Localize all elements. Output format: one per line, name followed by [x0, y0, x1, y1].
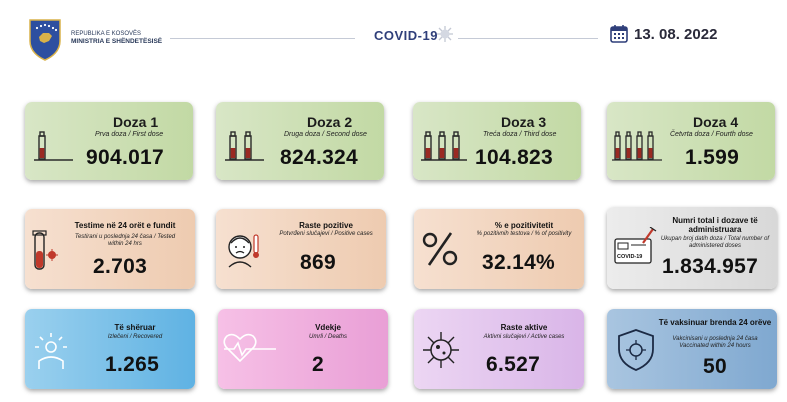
org-line-2: MINISTRIA E SHËNDETËSISË [71, 38, 163, 45]
recovered-person-icon [35, 333, 67, 369]
shield-virus-icon [618, 329, 654, 371]
tests-subtitle: Testirani u poslednja 24 časa / Tested w… [74, 234, 176, 247]
vaccinated-24h-title: Të vaksinuar brenda 24 orëve [658, 318, 772, 327]
deaths-value: 2 [312, 353, 324, 376]
vaccine-vial-icon [225, 131, 264, 161]
deaths-subtitle: Umrli / Deaths [308, 334, 347, 340]
positivity-card: % e pozitivitetit % pozitivnih testova /… [414, 209, 584, 289]
organization-name: REPUBLIKA E KOSOVËS MINISTRIA E SHËNDETË… [71, 30, 162, 46]
dose-1-card: Doza 1 Prva doza / First dose 904.017 [25, 102, 193, 180]
recovered-card: Të shëruar Izlečeni / Recovered 1.265 [25, 309, 195, 389]
virus-icon [437, 26, 453, 42]
vaccinated-24h-value: 50 [703, 355, 727, 378]
tests-card: Testime në 24 orët e fundit Testirani u … [25, 209, 195, 289]
dose-4-value: 1.599 [685, 146, 740, 169]
dose-2-value: 824.324 [280, 146, 359, 169]
dose-3-subtitle: Treća doza / Third dose [483, 131, 557, 138]
vaccination-card-icon [614, 227, 657, 264]
tests-value: 2.703 [93, 255, 148, 278]
dose-3-title: Doza 3 [501, 114, 547, 130]
percent-icon [422, 232, 458, 266]
dose-1-value: 904.017 [86, 146, 165, 169]
dose-4-title: Doza 4 [693, 114, 739, 130]
positive-cases-title: Raste pozitive [299, 221, 353, 230]
vaccine-vial-icon [34, 131, 73, 161]
report-date: 13. 08. 2022 [634, 26, 718, 43]
vaccine-vial-icon [421, 131, 467, 161]
virus-cell-icon [423, 332, 459, 368]
tests-title: Testime në 24 orët e fundit [74, 221, 176, 230]
dose-3-value: 104.823 [475, 146, 554, 169]
header-divider-left [170, 38, 355, 39]
positivity-value: 32.14% [482, 251, 556, 274]
page-title: COVID-19 [374, 28, 438, 43]
active-cases-card: Raste aktive Aktivni slučajevi / Active … [414, 309, 584, 389]
total-doses-subtitle: Ukupan broj datih doza / Total number of… [660, 236, 770, 249]
dose-3-card: Doza 3 Treća doza / Third dose 104.823 [413, 102, 581, 180]
active-cases-value: 6.527 [486, 353, 541, 376]
vaccinated-24h-subtitle: Vakcinisani u poslednja 24 časa Vaccinat… [672, 336, 758, 349]
dose-4-card: Doza 4 Četvrta doza / Fourth dose 1.599 [607, 102, 775, 180]
positivity-subtitle: % pozitivnih testova / % of positivity [476, 231, 572, 237]
positive-cases-card: Raste pozitive Potvrđeni slučajevi / Pos… [216, 209, 386, 289]
recovered-title: Të shëruar [114, 323, 156, 332]
vaccine-vial-icon [612, 131, 662, 161]
dose-2-title: Doza 2 [307, 114, 353, 130]
positive-cases-subtitle: Potvrđeni slučajevi / Positive cases [279, 231, 373, 237]
dose-2-card: Doza 2 Druga doza / Second dose 824.324 [216, 102, 384, 180]
recovered-value: 1.265 [105, 353, 160, 376]
test-tube-icon [32, 230, 58, 270]
total-doses-value: 1.834.957 [662, 255, 759, 278]
patient-thermometer-icon [228, 234, 259, 268]
dose-1-title: Doza 1 [113, 114, 159, 130]
header-divider-right [458, 38, 598, 39]
active-cases-subtitle: Aktivni slučajevi / Active cases [483, 334, 565, 340]
calendar-icon [610, 25, 628, 43]
positivity-title: % e pozitivitetit [494, 221, 554, 230]
dose-1-subtitle: Prva doza / First dose [95, 131, 164, 138]
positive-cases-value: 869 [300, 251, 336, 274]
deaths-title: Vdekje [315, 323, 341, 332]
vaccinated-24h-card: Të vaksinuar brenda 24 orëve Vakcinisani… [607, 309, 777, 389]
dose-2-subtitle: Druga doza / Second dose [284, 131, 367, 138]
coat-of-arms-icon [29, 19, 61, 61]
deaths-card: Vdekje Umrli / Deaths 2 [218, 309, 388, 389]
total-doses-title: Numri total i dozave të administruara [672, 216, 758, 234]
recovered-subtitle: Izlečeni / Recovered [107, 334, 163, 340]
heartbeat-icon [223, 333, 276, 363]
total-doses-card: COVID-19 Numri total i dozave të adminis… [607, 207, 777, 289]
dose-4-subtitle: Četvrta doza / Fourth dose [670, 131, 753, 138]
active-cases-title: Raste aktive [500, 323, 548, 332]
org-line-1: REPUBLIKA E KOSOVËS [71, 31, 142, 37]
covid-badge: COVID-19 [617, 254, 643, 260]
